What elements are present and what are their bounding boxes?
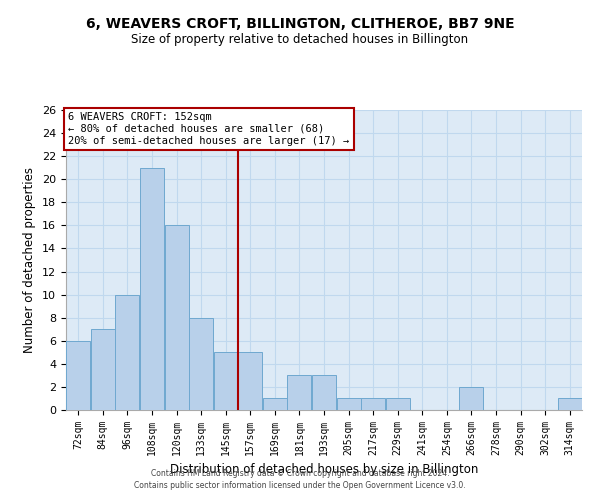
Bar bbox=[115, 294, 139, 410]
Text: Size of property relative to detached houses in Billington: Size of property relative to detached ho… bbox=[131, 32, 469, 46]
Bar bbox=[263, 398, 287, 410]
Y-axis label: Number of detached properties: Number of detached properties bbox=[23, 167, 37, 353]
Bar bbox=[557, 398, 582, 410]
Bar bbox=[386, 398, 410, 410]
Bar bbox=[214, 352, 238, 410]
Bar bbox=[140, 168, 164, 410]
Bar bbox=[66, 341, 91, 410]
Bar bbox=[91, 329, 115, 410]
X-axis label: Distribution of detached houses by size in Billington: Distribution of detached houses by size … bbox=[170, 464, 478, 476]
Bar bbox=[164, 226, 188, 410]
Text: 6 WEAVERS CROFT: 152sqm
← 80% of detached houses are smaller (68)
20% of semi-de: 6 WEAVERS CROFT: 152sqm ← 80% of detache… bbox=[68, 112, 350, 146]
Bar bbox=[361, 398, 385, 410]
Bar bbox=[312, 376, 336, 410]
Text: Contains HM Land Registry data © Crown copyright and database right 2024.: Contains HM Land Registry data © Crown c… bbox=[151, 468, 449, 477]
Bar bbox=[189, 318, 213, 410]
Bar bbox=[460, 387, 484, 410]
Text: 6, WEAVERS CROFT, BILLINGTON, CLITHEROE, BB7 9NE: 6, WEAVERS CROFT, BILLINGTON, CLITHEROE,… bbox=[86, 18, 514, 32]
Bar bbox=[337, 398, 361, 410]
Text: Contains public sector information licensed under the Open Government Licence v3: Contains public sector information licen… bbox=[134, 481, 466, 490]
Bar bbox=[238, 352, 262, 410]
Bar bbox=[287, 376, 311, 410]
